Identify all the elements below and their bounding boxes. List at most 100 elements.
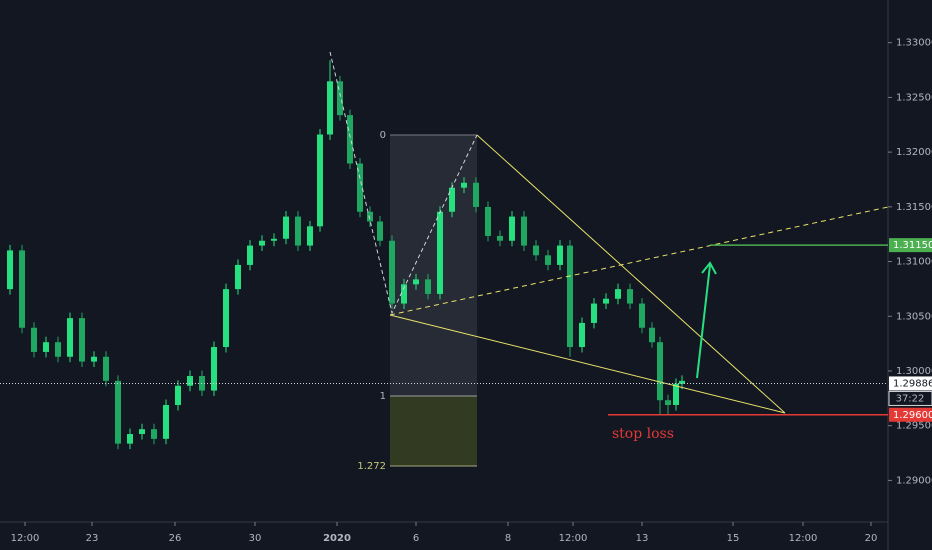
candle-body <box>67 318 73 357</box>
price-badge-label: 1.29886 <box>893 378 932 389</box>
fib-label: 0 <box>380 130 386 141</box>
x-tick-label: 15 <box>727 533 740 544</box>
candle-body <box>615 289 621 299</box>
candle-body <box>509 216 515 241</box>
annotation: stop loss <box>612 426 674 442</box>
candle-body <box>579 322 585 348</box>
candle-body <box>521 216 527 246</box>
candle-body <box>223 289 229 348</box>
x-tick-label: 12:00 <box>559 533 588 544</box>
x-tick-label: 2020 <box>323 533 351 544</box>
candle-body <box>163 405 169 439</box>
candle-body <box>425 279 431 294</box>
price-badge <box>889 407 932 422</box>
candle-body <box>649 327 655 343</box>
x-tick-label: 13 <box>636 533 649 544</box>
x-tick-label: 23 <box>86 533 99 544</box>
candle-body <box>367 211 373 222</box>
candle-body <box>337 81 343 116</box>
candle-body <box>657 342 663 401</box>
zigzag <box>329 51 478 315</box>
countdown-badge <box>888 390 932 406</box>
price-badge-label: 1.29600 <box>893 410 932 421</box>
candle-body <box>603 298 609 304</box>
candle-body <box>567 245 573 348</box>
candle-body <box>665 400 671 406</box>
x-tick-label: 26 <box>169 533 182 544</box>
y-tick-label: 1.29000 <box>896 475 932 486</box>
candle-body <box>557 245 563 265</box>
candle-body <box>327 81 333 135</box>
candle-body <box>187 376 193 386</box>
trendline <box>476 134 786 414</box>
candle-body <box>295 216 301 246</box>
candle-body <box>437 211 443 294</box>
x-tick-label: 30 <box>249 533 262 544</box>
candle-body <box>151 429 157 439</box>
candle-body <box>103 356 109 381</box>
y-tick-label: 1.31000 <box>896 257 932 268</box>
candle-body <box>91 356 97 362</box>
candle-body <box>389 240 395 304</box>
candle-body <box>639 303 645 328</box>
candle-body <box>211 347 217 391</box>
candle-body <box>317 134 323 227</box>
candle-body <box>627 289 633 304</box>
y-tick-label: 1.32500 <box>896 92 932 103</box>
x-tick-label: 8 <box>505 533 511 544</box>
candle-body <box>461 182 467 188</box>
y-tick-label: 1.31500 <box>896 202 932 213</box>
candle-body <box>401 284 407 304</box>
candle-body <box>31 327 37 352</box>
candle-body <box>307 226 313 246</box>
candle-body <box>283 216 289 239</box>
arrow <box>696 264 711 379</box>
y-tick-label: 1.33000 <box>896 38 932 49</box>
countdown: 37:22 <box>896 393 925 404</box>
candle-body <box>485 206 491 236</box>
candle-body <box>127 434 133 444</box>
candle-body <box>19 250 25 328</box>
candle-body <box>7 250 13 290</box>
fib-zone <box>390 135 477 396</box>
price-badge <box>889 376 932 391</box>
x-tick-label: 20 <box>865 533 878 544</box>
price-badge <box>889 238 932 253</box>
x-tick-label: 12:00 <box>789 533 818 544</box>
candle-body <box>247 245 253 265</box>
y-tick-label: 1.30000 <box>896 366 932 377</box>
candle-body <box>473 182 479 207</box>
candle-body <box>679 380 685 384</box>
y-tick-label: 1.29500 <box>896 421 932 432</box>
y-tick-label: 1.32000 <box>896 147 932 158</box>
candle-body <box>545 255 551 265</box>
trendline <box>389 314 786 414</box>
candle-body <box>259 240 265 246</box>
candle-body <box>79 318 85 362</box>
candle-body <box>235 264 241 290</box>
candle-body <box>175 385 181 406</box>
fib-label: 1.272 <box>357 461 386 472</box>
fib-label: 1 <box>380 391 386 402</box>
fib-extension-zone <box>390 396 477 466</box>
price-badge-label: 1.31150 <box>893 240 932 251</box>
candle-body <box>449 187 455 212</box>
x-tick-label: 6 <box>413 533 419 544</box>
candle-body <box>413 279 419 285</box>
y-tick-label: 1.30500 <box>896 311 932 322</box>
channel-line <box>389 206 889 316</box>
candle-body <box>115 380 121 444</box>
candle-body <box>43 342 49 352</box>
arrow-head <box>701 261 717 275</box>
candle-body <box>591 303 597 323</box>
candle-body <box>347 115 353 164</box>
candle-body <box>673 383 679 406</box>
candle-body <box>377 221 383 241</box>
candle-body <box>271 238 277 241</box>
candle-body <box>533 245 539 256</box>
candle-body <box>357 163 363 212</box>
candle-body <box>55 342 61 357</box>
candle-body <box>139 429 145 435</box>
candle-body <box>497 235 503 241</box>
